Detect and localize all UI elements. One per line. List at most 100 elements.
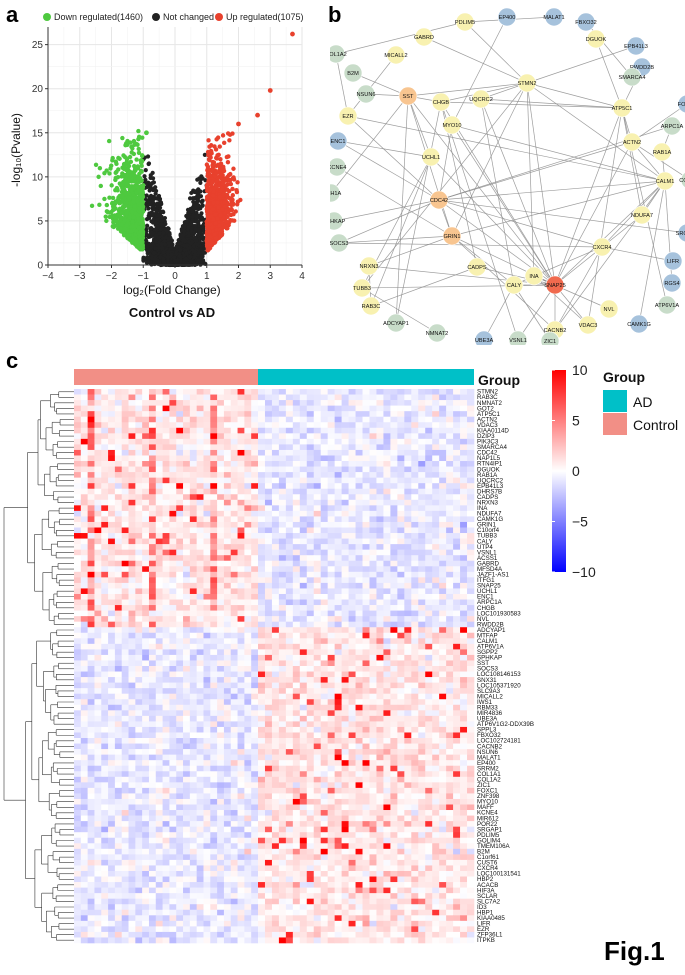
point-down — [129, 209, 135, 215]
cell — [313, 389, 322, 395]
cell — [203, 389, 211, 395]
point-down — [110, 224, 115, 229]
cell — [162, 416, 170, 423]
cell — [176, 416, 184, 423]
cell — [390, 416, 398, 423]
cell — [135, 400, 143, 406]
cell — [148, 427, 157, 434]
cell — [101, 405, 109, 412]
point-down — [120, 179, 126, 185]
cell — [128, 394, 136, 401]
cell — [87, 411, 95, 417]
cell — [251, 444, 259, 451]
cell — [203, 449, 211, 456]
point-outlier-4 — [144, 130, 149, 136]
cell — [271, 433, 280, 440]
x-tick-label: −4 — [42, 271, 54, 282]
cell — [210, 394, 218, 401]
node-ina: INA — [524, 266, 544, 286]
edge-SNAP25-MYO10 — [451, 124, 556, 286]
edge-INA-CXCR4 — [533, 246, 603, 277]
node-circle — [338, 106, 358, 126]
cell — [320, 422, 328, 429]
cell — [74, 438, 82, 445]
cell — [189, 449, 197, 456]
point-nc — [146, 241, 151, 246]
cell — [306, 405, 315, 412]
point-nc — [144, 229, 149, 234]
node-circle — [540, 331, 560, 345]
cell — [446, 389, 454, 395]
cell — [460, 433, 468, 440]
point-down — [98, 183, 103, 189]
cell — [299, 422, 308, 429]
node-label: CDC42 — [430, 198, 448, 204]
cell — [453, 405, 461, 412]
cell — [425, 400, 433, 406]
point-up — [209, 168, 215, 174]
node-circle — [330, 44, 346, 64]
cell — [203, 400, 211, 406]
edge-SNAP25-ATP5C1 — [554, 107, 623, 286]
cell — [306, 444, 315, 451]
cell — [292, 416, 301, 423]
edge-CALY-ZIC1 — [513, 284, 551, 342]
cell — [128, 416, 136, 423]
cell — [383, 394, 391, 401]
cell — [196, 394, 204, 401]
point-nc — [202, 152, 207, 157]
cell — [439, 400, 447, 406]
cell — [210, 427, 218, 434]
cell — [87, 405, 95, 412]
edge-SNAP25-VSNL1 — [517, 284, 556, 341]
cell — [87, 416, 95, 423]
cell — [292, 427, 301, 434]
point-down — [140, 135, 145, 140]
cell — [217, 444, 225, 451]
cell — [285, 422, 294, 429]
node-label: ZIC1 — [544, 339, 556, 345]
cell — [223, 394, 232, 401]
point-outlier-0 — [290, 31, 295, 37]
cell — [264, 427, 273, 434]
cell — [80, 416, 88, 423]
cell — [148, 416, 157, 423]
cell — [230, 400, 238, 406]
cell — [108, 427, 116, 434]
cell — [210, 405, 218, 412]
point-up — [214, 137, 219, 142]
cell — [162, 449, 170, 456]
node-ezr: EZR — [338, 106, 358, 126]
cell — [128, 389, 136, 395]
cell — [155, 400, 163, 406]
edge-SNAP25-UCHL1 — [430, 156, 556, 286]
cell — [108, 389, 116, 395]
edge-CDC42-CXCR4 — [438, 199, 603, 248]
edge-SNAP25-UQCRC2 — [480, 98, 556, 286]
cell — [244, 400, 252, 406]
cell — [334, 400, 342, 406]
x-tick-label: 4 — [299, 271, 305, 282]
point-nc — [200, 203, 205, 208]
cell — [264, 400, 273, 406]
cell — [404, 433, 412, 440]
cell — [94, 422, 102, 429]
point-nc — [169, 260, 174, 265]
point-down — [124, 233, 130, 238]
point-down — [102, 170, 107, 176]
cell — [203, 411, 211, 417]
edge-SNAP25-NRXN3 — [368, 265, 556, 286]
cell — [135, 416, 143, 423]
cell — [101, 394, 109, 401]
cell — [162, 394, 170, 401]
cell — [114, 427, 123, 434]
point-up — [210, 159, 215, 165]
cell — [460, 394, 468, 401]
legend-down-dot — [43, 13, 51, 21]
point-up — [223, 219, 229, 224]
node-circle — [592, 237, 612, 257]
cell — [453, 444, 461, 451]
cell — [183, 422, 191, 429]
point-up — [229, 202, 234, 208]
cell — [411, 427, 419, 434]
